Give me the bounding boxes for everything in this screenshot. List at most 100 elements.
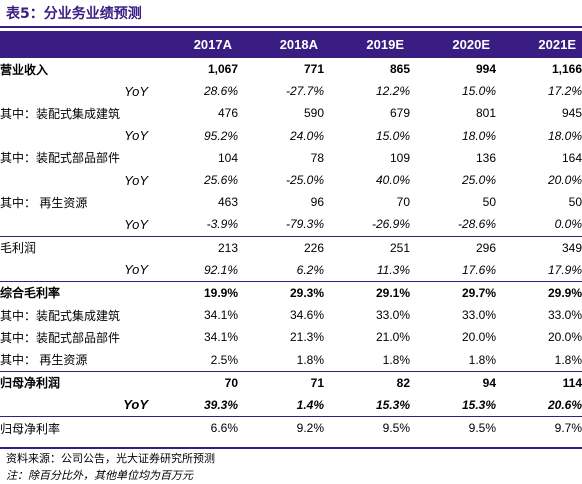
row-label: 其中：装配式部品部件 bbox=[0, 151, 121, 166]
cell-value: 6.6% bbox=[210, 421, 238, 436]
forecast-table: 营业收入 1,067 771 865 994 1,166 YoY 28.6% -27.7% 12.… bbox=[0, 58, 582, 439]
cell-value: 213 bbox=[217, 240, 238, 255]
col-2018a: 2018A bbox=[279, 37, 318, 52]
table-row: YoY 25.6% -25.0% 40.0% 25.0% 20.0% bbox=[0, 169, 582, 191]
cell-value: 1,067 bbox=[207, 62, 238, 77]
cell-value: -79.3% bbox=[238, 213, 324, 237]
row-label: 其中： 再生资源 bbox=[0, 195, 88, 210]
cell-value: 95.2% bbox=[203, 128, 238, 143]
table-title: 表5：分业务业绩预测 bbox=[6, 6, 142, 22]
cell-value: 20.6% bbox=[496, 393, 582, 417]
cell-value: -26.9% bbox=[324, 213, 410, 237]
cell-value: 33.0% bbox=[375, 308, 410, 323]
table-row: 其中： 再生资源 2.5% 1.8% 1.8% 1.8% 1.8% bbox=[0, 348, 582, 372]
table-row: 毛利润 213 226 251 296 349 bbox=[0, 236, 582, 259]
cell-value: 33.0% bbox=[547, 308, 582, 323]
cell-value: 226 bbox=[303, 240, 324, 255]
column-header-bar: 2017A 2018A 2019E 2020E 2021E bbox=[0, 31, 582, 58]
cell-value: 296 bbox=[475, 240, 496, 255]
cell-value: 34.1% bbox=[203, 308, 238, 323]
cell-value: 9.5% bbox=[468, 421, 496, 436]
cell-value: 29.7% bbox=[461, 285, 496, 300]
cell-value: 9.7% bbox=[554, 421, 582, 436]
cell-value: 70 bbox=[396, 195, 410, 210]
cell-value: 771 bbox=[303, 62, 324, 77]
row-label: 毛利润 bbox=[0, 241, 37, 256]
cell-value: 6.2% bbox=[238, 258, 324, 282]
table-row: YoY 39.3% 1.4% 15.3% 15.3% 20.6% bbox=[0, 393, 582, 417]
table-row: YoY -3.9% -79.3% -26.9% -28.6% 0.0% bbox=[0, 213, 582, 237]
row-label: YoY bbox=[124, 83, 148, 99]
cell-value: 251 bbox=[389, 240, 410, 255]
row-label: YoY bbox=[0, 213, 152, 237]
cell-value: 34.1% bbox=[203, 330, 238, 345]
cell-value: 2.5% bbox=[152, 348, 238, 372]
table-row: YoY 95.2% 24.0% 15.0% 18.0% 18.0% bbox=[0, 125, 582, 147]
cell-value: 1.4% bbox=[238, 393, 324, 417]
col-2020e: 2020E bbox=[452, 37, 490, 52]
col-2019e: 2019E bbox=[366, 37, 404, 52]
cell-value: 28.6% bbox=[203, 84, 238, 99]
cell-value: 945 bbox=[561, 106, 582, 121]
table-row: 归母净利润 70 71 82 94 114 bbox=[0, 371, 582, 394]
cell-value: 15.3% bbox=[410, 393, 496, 417]
cell-value: 29.3% bbox=[289, 285, 324, 300]
cell-value: 104 bbox=[217, 150, 238, 165]
cell-value: 9.5% bbox=[382, 421, 410, 436]
cell-value: 34.6% bbox=[289, 308, 324, 323]
cell-value: 1.8% bbox=[238, 348, 324, 372]
cell-value: 20.0% bbox=[461, 330, 496, 345]
cell-value: -28.6% bbox=[410, 213, 496, 237]
cell-value: 21.0% bbox=[375, 330, 410, 345]
cell-value: 71 bbox=[310, 375, 324, 390]
cell-value: 18.0% bbox=[547, 128, 582, 143]
table-row: 其中：装配式集成建筑 34.1% 34.6% 33.0% 33.0% 33.0% bbox=[0, 304, 582, 326]
row-label: YoY bbox=[0, 393, 152, 417]
row-label: YoY bbox=[0, 258, 152, 282]
cell-value: 15.3% bbox=[324, 393, 410, 417]
cell-value: 92.1% bbox=[152, 258, 238, 282]
cell-value: 50 bbox=[482, 195, 496, 210]
cell-value: 82 bbox=[396, 375, 410, 390]
cell-value: 865 bbox=[389, 62, 410, 77]
cell-value: 39.3% bbox=[152, 393, 238, 417]
table-row: 归母净利率 6.6% 9.2% 9.5% 9.5% 9.7% bbox=[0, 417, 582, 440]
cell-value: 25.6% bbox=[203, 173, 238, 188]
col-2021e: 2021E bbox=[538, 37, 576, 52]
table-row: YoY 92.1% 6.2% 11.3% 17.6% 17.9% bbox=[0, 258, 582, 282]
row-label: 其中：装配式集成建筑 bbox=[0, 106, 121, 121]
cell-value: 0.0% bbox=[496, 213, 582, 237]
cell-value: 19.9% bbox=[203, 285, 238, 300]
cell-value: 29.1% bbox=[375, 285, 410, 300]
cell-value: 78 bbox=[310, 150, 324, 165]
cell-value: 1,166 bbox=[551, 62, 582, 77]
cell-value: 94 bbox=[482, 375, 496, 390]
cell-value: -25.0% bbox=[285, 173, 324, 188]
col-2017a: 2017A bbox=[193, 37, 232, 52]
cell-value: 801 bbox=[475, 106, 496, 121]
cell-value: 17.9% bbox=[496, 258, 582, 282]
cell-value: 96 bbox=[310, 195, 324, 210]
cell-value: 33.0% bbox=[461, 308, 496, 323]
cell-value: 21.3% bbox=[289, 330, 324, 345]
table-row: 其中：装配式部品部件 34.1% 21.3% 21.0% 20.0% 20.0% bbox=[0, 326, 582, 348]
row-label: 其中：装配式部品部件 bbox=[0, 330, 121, 345]
cell-value: 12.2% bbox=[375, 84, 410, 99]
cell-value: 15.0% bbox=[375, 128, 410, 143]
title-rule bbox=[0, 26, 582, 28]
cell-value: 136 bbox=[475, 150, 496, 165]
cell-value: 15.0% bbox=[461, 84, 496, 99]
cell-value: 40.0% bbox=[375, 173, 410, 188]
table-row: 综合毛利率 19.9% 29.3% 29.1% 29.7% 29.9% bbox=[0, 281, 582, 304]
cell-value: 50 bbox=[568, 195, 582, 210]
cell-value: 1.8% bbox=[324, 348, 410, 372]
cell-value: 164 bbox=[561, 150, 582, 165]
cell-value: 18.0% bbox=[461, 128, 496, 143]
cell-value: 11.3% bbox=[324, 258, 410, 282]
cell-value: 463 bbox=[217, 195, 238, 210]
cell-value: 109 bbox=[389, 150, 410, 165]
cell-value: 1.8% bbox=[496, 348, 582, 372]
cell-value: 1.8% bbox=[410, 348, 496, 372]
cell-value: 20.0% bbox=[547, 173, 582, 188]
row-label: 营业收入 bbox=[0, 62, 49, 77]
